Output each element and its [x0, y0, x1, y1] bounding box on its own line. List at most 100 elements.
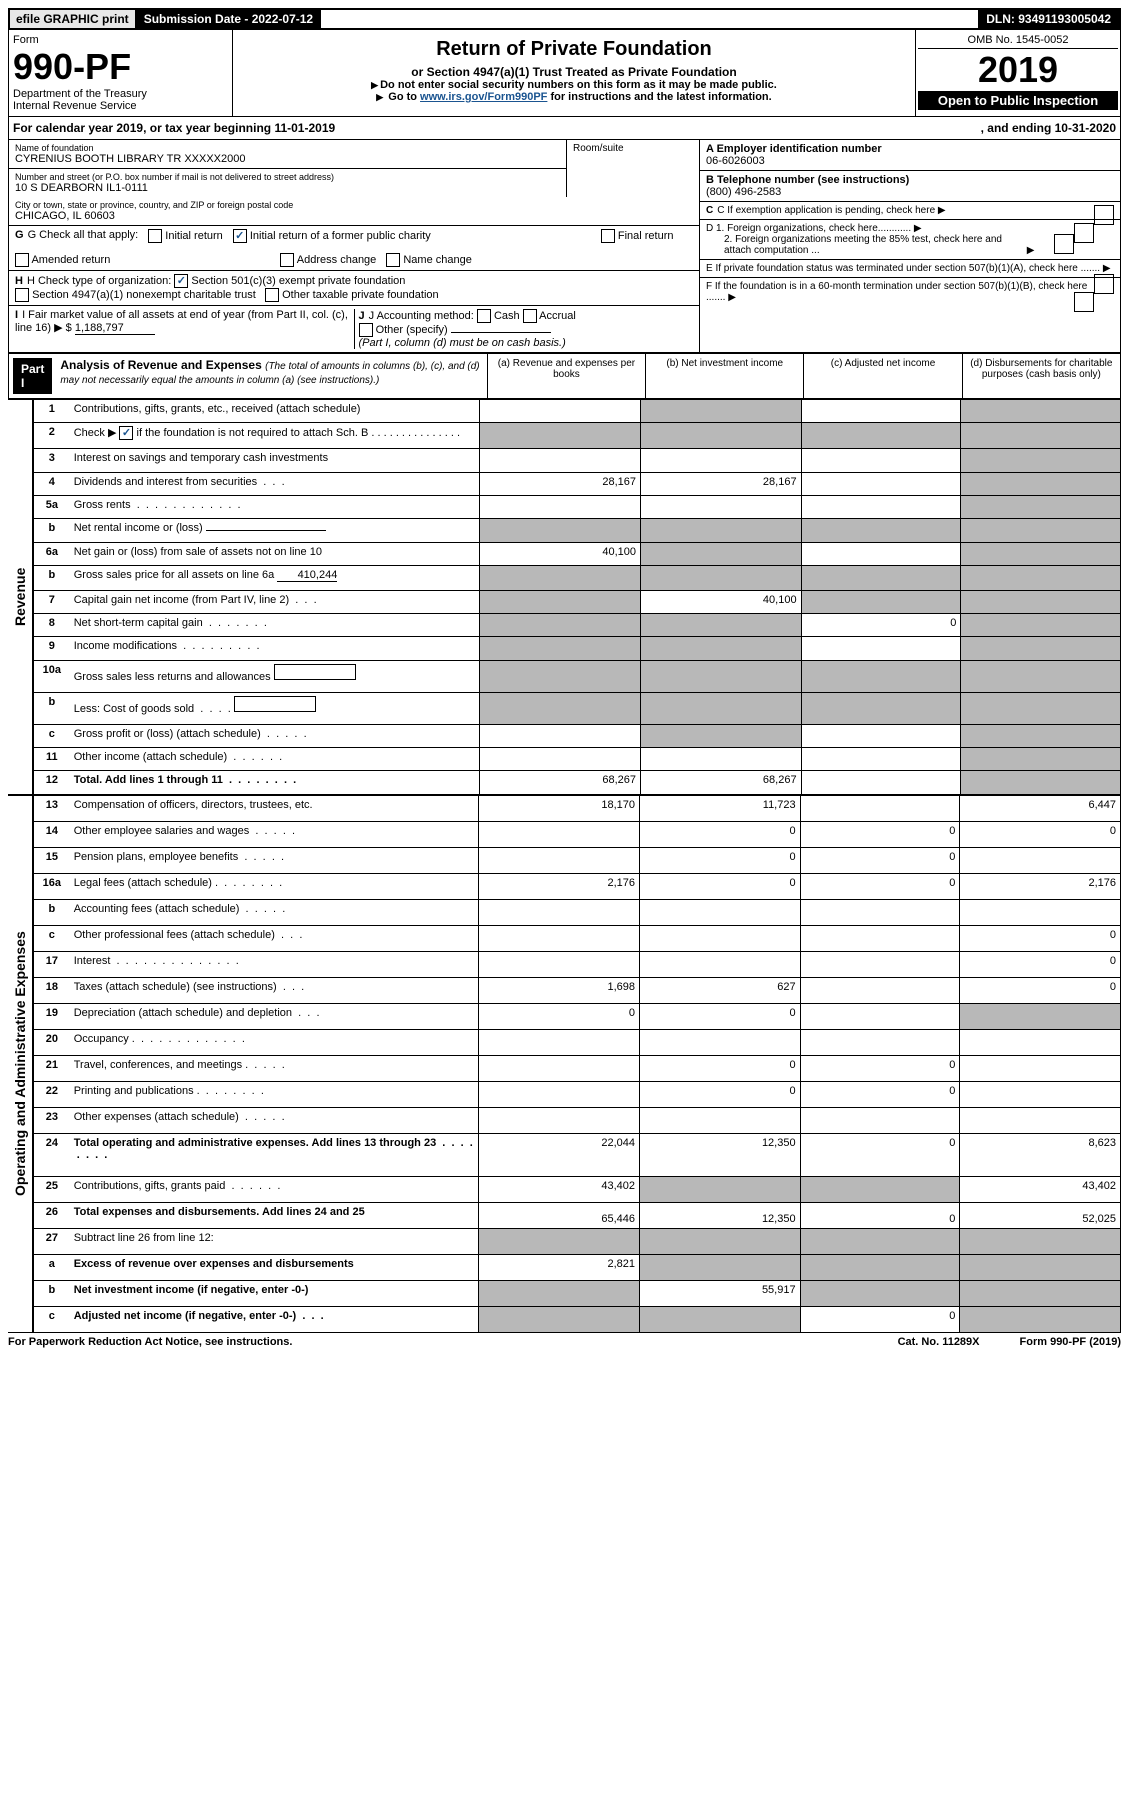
fmv-value: 1,188,797: [75, 322, 155, 335]
chk-foreign-org[interactable]: [1074, 223, 1094, 243]
table-row: 25Contributions, gifts, grants paid . . …: [34, 1176, 1121, 1202]
table-row: 11Other income (attach schedule) . . . .…: [34, 748, 1121, 771]
col-b-header: (b) Net investment income: [645, 354, 803, 398]
col-d-header: (d) Disbursements for charitable purpose…: [962, 354, 1120, 398]
open-to-public: Open to Public Inspection: [918, 91, 1118, 110]
part1-table-wrapper: Revenue 1Contributions, gifts, grants, e…: [8, 399, 1121, 795]
instructions-note: Go to www.irs.gov/Form990PF for instruct…: [237, 91, 911, 103]
addr-label: Number and street (or P.O. box number if…: [15, 172, 560, 182]
table-row: aExcess of revenue over expenses and dis…: [34, 1254, 1121, 1280]
chk-final-return[interactable]: [601, 229, 615, 243]
d1-label: D 1. Foreign organizations, check here..…: [706, 223, 911, 234]
b-label: B Telephone number (see instructions): [706, 174, 1114, 186]
table-row: 1Contributions, gifts, grants, etc., rec…: [34, 400, 1121, 423]
a-label: A Employer identification number: [706, 143, 1114, 155]
table-row: 7Capital gain net income (from Part IV, …: [34, 590, 1121, 613]
revenue-table: 1Contributions, gifts, grants, etc., rec…: [33, 399, 1121, 795]
ein-value: 06-6026003: [706, 155, 1114, 167]
submission-date: Submission Date - 2022-07-12: [136, 10, 321, 28]
chk-name-change[interactable]: [386, 253, 400, 267]
table-row: bGross sales price for all assets on lin…: [34, 566, 1121, 591]
form-label: Form: [13, 34, 228, 46]
ssn-warning: Do not enter social security numbers on …: [237, 79, 911, 91]
table-row: 4Dividends and interest from securities …: [34, 472, 1121, 495]
table-row: 27Subtract line 26 from line 12:: [34, 1228, 1121, 1254]
table-row: 20Occupancy . . . . . . . . . . . . .: [34, 1030, 1121, 1056]
c-label: C If exemption application is pending, c…: [717, 205, 935, 216]
expenses-table: 13Compensation of officers, directors, t…: [33, 795, 1121, 1333]
table-row: bLess: Cost of goods sold . . . .: [34, 692, 1121, 724]
top-bar: efile GRAPHIC print Submission Date - 20…: [8, 8, 1121, 30]
chk-85pct[interactable]: [1054, 234, 1074, 254]
g-letter: G: [15, 229, 24, 241]
expenses-side-label: Operating and Administrative Expenses: [8, 795, 33, 1333]
name-label: Name of foundation: [15, 143, 560, 153]
j-letter: J: [359, 310, 365, 322]
table-row: 24Total operating and administrative exp…: [34, 1134, 1121, 1176]
table-row: 16aLegal fees (attach schedule) . . . . …: [34, 874, 1121, 900]
h-letter: H: [15, 275, 23, 287]
col-c-header: (c) Adjusted net income: [803, 354, 961, 398]
chk-amended[interactable]: [15, 253, 29, 267]
table-row: 22Printing and publications . . . . . . …: [34, 1082, 1121, 1108]
chk-initial-return[interactable]: [148, 229, 162, 243]
j-note: (Part I, column (d) must be on cash basi…: [359, 337, 566, 349]
chk-cash[interactable]: [477, 309, 491, 323]
form-header: Form 990-PF Department of the Treasury I…: [8, 30, 1121, 117]
chk-initial-former[interactable]: [233, 229, 247, 243]
city-label: City or town, state or province, country…: [15, 200, 693, 210]
cal-year-begin: For calendar year 2019, or tax year begi…: [13, 121, 335, 135]
irs-label: Internal Revenue Service: [13, 100, 228, 112]
table-row: 3Interest on savings and temporary cash …: [34, 449, 1121, 472]
table-row: 14Other employee salaries and wages . . …: [34, 822, 1121, 848]
dept-treasury: Department of the Treasury: [13, 88, 228, 100]
table-row: 23Other expenses (attach schedule) . . .…: [34, 1108, 1121, 1134]
foundation-city: CHICAGO, IL 60603: [15, 210, 693, 222]
table-row: 17Interest . . . . . . . . . . . . . .0: [34, 952, 1121, 978]
chk-exemption-pending[interactable]: [1094, 205, 1114, 225]
foundation-address: 10 S DEARBORN IL1-0111: [15, 182, 560, 194]
j-label: J Accounting method:: [369, 310, 474, 322]
chk-accrual[interactable]: [523, 309, 537, 323]
room-label: Room/suite: [573, 143, 693, 154]
table-row: 9Income modifications . . . . . . . . .: [34, 637, 1121, 660]
table-row: cAdjusted net income (if negative, enter…: [34, 1306, 1121, 1332]
g-label: G Check all that apply:: [28, 229, 139, 241]
table-row: 2Check ▶ if the foundation is not requir…: [34, 423, 1121, 449]
table-row: 13Compensation of officers, directors, t…: [34, 796, 1121, 822]
table-row: 8Net short-term capital gain . . . . . .…: [34, 614, 1121, 637]
form-number: 990-PF: [13, 46, 228, 88]
table-row: 15Pension plans, employee benefits . . .…: [34, 848, 1121, 874]
chk-60month[interactable]: [1074, 292, 1094, 312]
table-row: bNet rental income or (loss): [34, 519, 1121, 542]
h-label: H Check type of organization:: [27, 275, 171, 287]
efile-label: efile GRAPHIC print: [10, 10, 136, 28]
chk-not-required-schb[interactable]: [119, 426, 133, 440]
table-row: 10aGross sales less returns and allowanc…: [34, 660, 1121, 692]
chk-other-method[interactable]: [359, 323, 373, 337]
f-label: F If the foundation is in a 60-month ter…: [706, 281, 1087, 303]
table-row: 21Travel, conferences, and meetings . . …: [34, 1056, 1121, 1082]
calendar-year-row: For calendar year 2019, or tax year begi…: [8, 117, 1121, 140]
chk-other-taxable[interactable]: [265, 288, 279, 302]
form-title: Return of Private Foundation: [237, 38, 911, 61]
table-row: 5aGross rents . . . . . . . . . . . .: [34, 496, 1121, 519]
chk-501c3[interactable]: [174, 274, 188, 288]
tax-year: 2019: [918, 49, 1118, 91]
form990pf-link[interactable]: www.irs.gov/Form990PF: [420, 91, 547, 103]
e-label: E If private foundation status was termi…: [706, 263, 1100, 274]
part1-header: Part I Analysis of Revenue and Expenses …: [8, 353, 1121, 399]
table-row: bAccounting fees (attach schedule) . . .…: [34, 900, 1121, 926]
chk-address-change[interactable]: [280, 253, 294, 267]
phone-value: (800) 496-2583: [706, 186, 1114, 198]
table-row: bNet investment income (if negative, ent…: [34, 1280, 1121, 1306]
d2-label: 2. Foreign organizations meeting the 85%…: [724, 234, 1024, 256]
chk-4947[interactable]: [15, 288, 29, 302]
table-row: 18Taxes (attach schedule) (see instructi…: [34, 978, 1121, 1004]
cal-year-end: , and ending 10-31-2020: [981, 121, 1116, 135]
table-row: 19Depreciation (attach schedule) and dep…: [34, 1004, 1121, 1030]
form-ref: Form 990-PF (2019): [1020, 1336, 1121, 1348]
chk-status-terminated[interactable]: [1094, 274, 1114, 294]
table-row: 12Total. Add lines 1 through 11 . . . . …: [34, 771, 1121, 795]
i-label: I Fair market value of all assets at end…: [15, 309, 348, 334]
